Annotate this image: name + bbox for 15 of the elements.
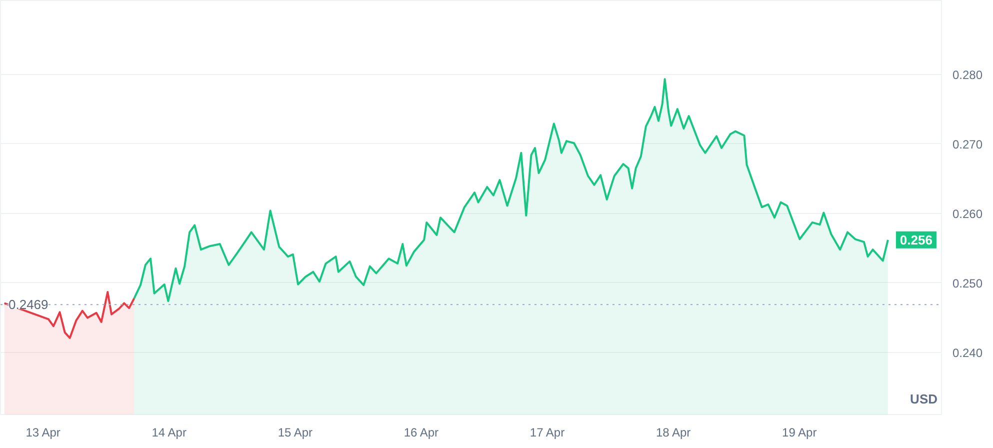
x-tick-label: 16 Apr xyxy=(404,426,439,440)
y-axis-title: USD xyxy=(910,392,938,406)
ref-line-label: 0.2469 xyxy=(8,297,48,312)
x-tick-label: 15 Apr xyxy=(278,426,313,440)
x-tick-label: 18 Apr xyxy=(656,426,691,440)
y-tick-label: 0.260 xyxy=(952,206,983,221)
y-tick-label: 0.270 xyxy=(952,137,983,152)
x-tick-label: 19 Apr xyxy=(782,426,817,440)
annotation: 0.256 xyxy=(900,232,932,248)
y-tick-label: 0.280 xyxy=(952,68,983,82)
x-tick-label: 14 Apr xyxy=(152,426,186,440)
y-tick-label: 0.240 xyxy=(952,346,983,360)
x-tick-label: 13 Apr xyxy=(26,426,60,440)
y-tick-label: 0.250 xyxy=(952,276,983,290)
x-tick-label: 17 Apr xyxy=(530,426,565,440)
